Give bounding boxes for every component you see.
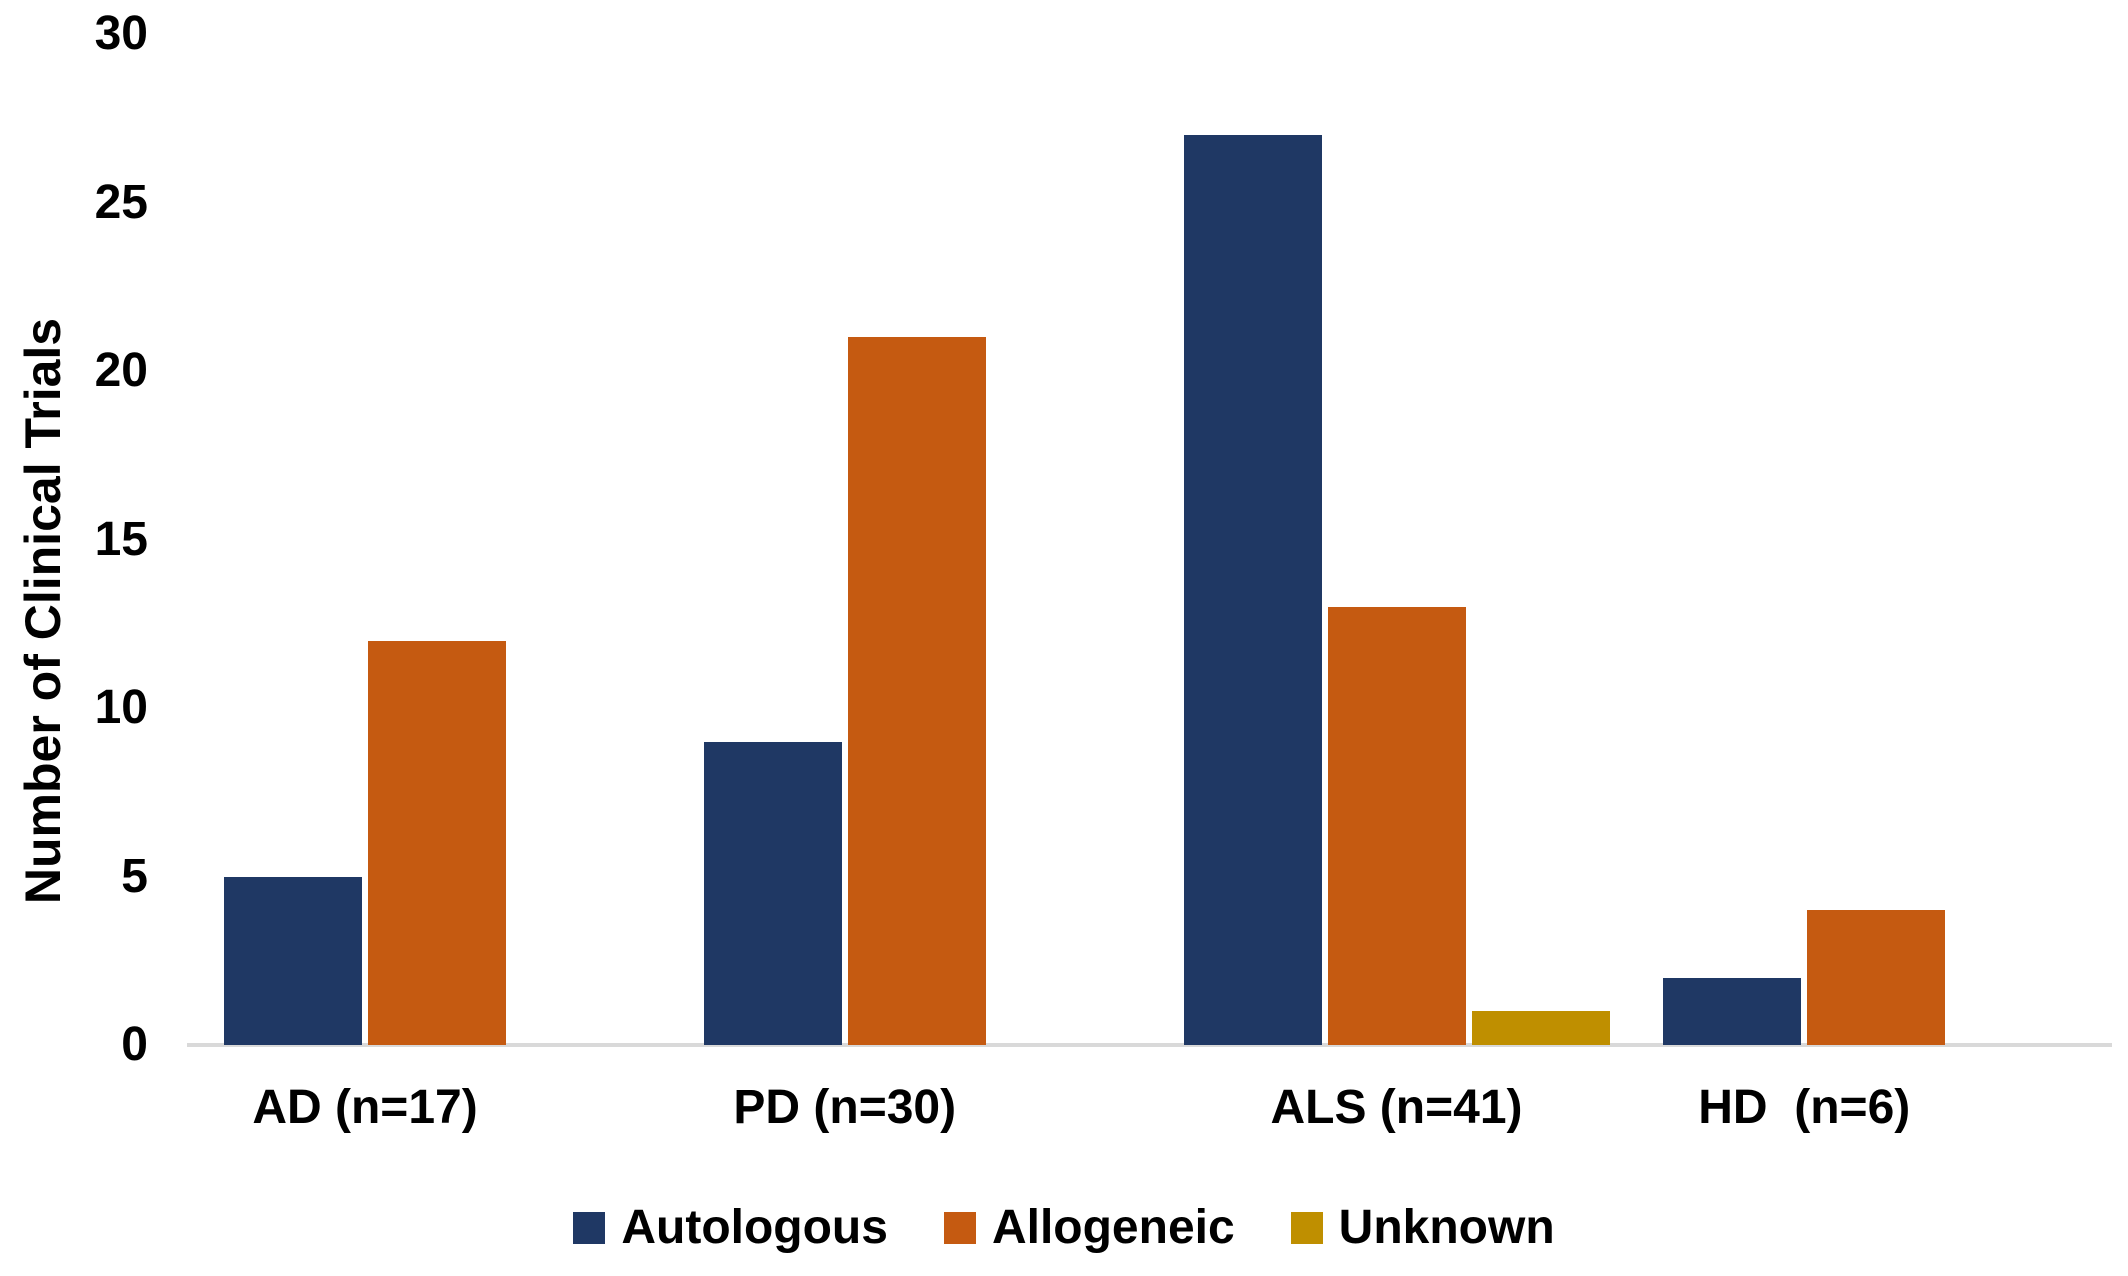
- legend-item-allogeneic: Allogeneic: [943, 1200, 1235, 1256]
- category-label-hd: HD (n=6): [1698, 1081, 1911, 1134]
- bar-ad-autologous: [224, 876, 362, 1045]
- y-tick-label-30: 30: [94, 7, 148, 60]
- bar-ad-allogeneic: [368, 640, 506, 1045]
- legend-item-unknown: Unknown: [1290, 1200, 1555, 1256]
- y-tick-label-0: 0: [121, 1018, 148, 1071]
- y-tick-label-5: 5: [121, 849, 148, 903]
- bar-hd-allogeneic: [1807, 910, 1946, 1045]
- legend-label-allogeneic: Allogeneic: [991, 1201, 1235, 1254]
- category-label-als: ALS (n=41): [1270, 1081, 1523, 1134]
- x-axis-line: [187, 1043, 2112, 1047]
- y-tick-label-10: 10: [94, 681, 148, 734]
- legend-swatch-allogeneic: [943, 1212, 976, 1244]
- y-tick-label-20: 20: [94, 344, 148, 397]
- legend-label-autologous: Autologous: [621, 1201, 888, 1254]
- y-tick-label-25: 25: [94, 175, 148, 229]
- bar-pd-allogeneic: [847, 337, 986, 1045]
- legend: Autologous Allogeneic Unknown: [0, 1200, 2128, 1256]
- bar-hd-autologous: [1663, 977, 1802, 1045]
- legend-item-autologous: Autologous: [573, 1200, 888, 1256]
- y-tick-label-15: 15: [94, 512, 148, 566]
- legend-swatch-autologous: [573, 1212, 606, 1244]
- legend-swatch-unknown: [1290, 1212, 1323, 1244]
- bar-pd-autologous: [703, 741, 842, 1045]
- bar-als-autologous: [1183, 135, 1322, 1045]
- category-label-ad: AD (n=17): [252, 1081, 478, 1134]
- category-label-pd: PD (n=30): [733, 1081, 957, 1134]
- bar-als-unknown: [1471, 1011, 1610, 1045]
- legend-label-unknown: Unknown: [1338, 1201, 1555, 1254]
- bar-als-allogeneic: [1327, 606, 1466, 1045]
